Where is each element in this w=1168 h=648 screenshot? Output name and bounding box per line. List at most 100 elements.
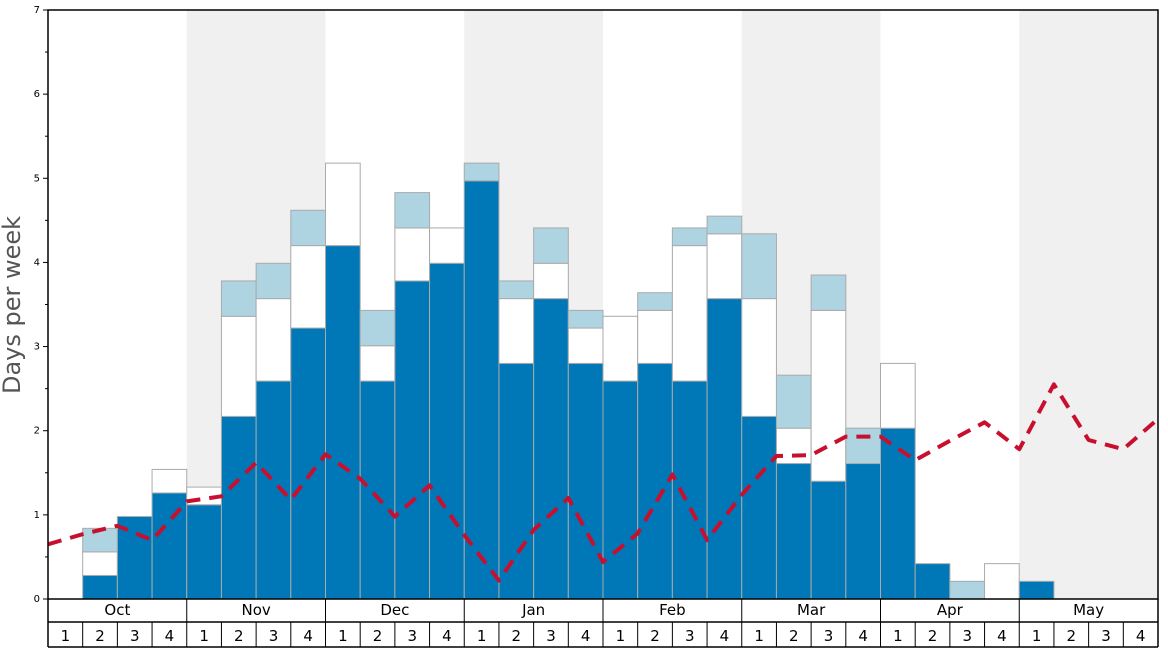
week-label: 1 [893, 627, 903, 645]
week-label: 2 [650, 627, 660, 645]
bar-week18-seg3 [637, 292, 673, 311]
bar-week27-seg3 [949, 580, 986, 600]
bar-week24-seg3 [845, 427, 881, 465]
bar-week8-seg1 [290, 327, 326, 600]
bar-week10-seg2 [359, 345, 396, 382]
week-label: 4 [858, 627, 868, 645]
month-label-may: May [1073, 601, 1104, 619]
bar-week23-seg2 [810, 309, 847, 482]
bar-week13-seg1 [463, 180, 500, 600]
bar-week14-seg2 [498, 298, 535, 364]
week-label: 4 [581, 627, 591, 645]
bar-week22-seg2 [775, 427, 812, 465]
bar-week15-seg2 [533, 262, 569, 300]
y-tick-label: 0 [34, 594, 40, 605]
week-label: 1 [61, 627, 71, 645]
bar-week5-seg1 [186, 504, 222, 600]
month-label-feb: Feb [659, 601, 686, 619]
bar-week18-seg1 [637, 362, 673, 600]
bar-week10-seg3 [359, 309, 396, 347]
bar-week8-seg2 [290, 245, 326, 329]
y-tick-label: 5 [34, 173, 40, 184]
bar-week6-seg1 [220, 415, 257, 600]
bar-week23-seg1 [810, 480, 847, 600]
y-tick-label: 2 [34, 426, 40, 437]
bar-week23-seg3 [810, 274, 847, 311]
y-axis: 0 1 2 3 4 5 6 7 [34, 5, 48, 605]
bar-week12-seg1 [429, 262, 465, 600]
bar-week14-seg3 [498, 280, 535, 300]
bar-week9-seg2 [325, 162, 361, 247]
bar-week2-seg2 [82, 551, 118, 576]
week-label: 1 [477, 627, 487, 645]
bar-week16-seg3 [567, 309, 604, 329]
week-label: 3 [1101, 627, 1111, 645]
y-tick-label: 6 [34, 89, 40, 100]
y-tick-label: 3 [34, 342, 40, 353]
week-label: 4 [720, 627, 730, 645]
bar-week25-seg2 [880, 362, 916, 429]
bar-week11-seg2 [394, 227, 431, 282]
bar-week28-seg2 [984, 563, 1020, 600]
bar-week19-seg1 [671, 380, 708, 600]
bar-week4-seg2 [151, 468, 188, 494]
week-label: 1 [338, 627, 348, 645]
week-label: 3 [962, 627, 972, 645]
y-axis-label: Days per week [0, 216, 26, 394]
week-label: 4 [997, 627, 1007, 645]
month-label-oct: Oct [104, 601, 130, 619]
bar-week4-seg1 [151, 492, 188, 600]
week-label: 2 [95, 627, 105, 645]
bar-week20-seg1 [706, 298, 743, 600]
week-label: 2 [928, 627, 938, 645]
bar-week7-seg1 [255, 380, 292, 600]
bar-week20-seg2 [706, 233, 743, 300]
week-label: 4 [1136, 627, 1146, 645]
bar-week19-seg2 [671, 245, 708, 382]
month-label-dec: Dec [380, 601, 409, 619]
month-label-apr: Apr [937, 601, 964, 619]
y-tick-label: 4 [34, 257, 40, 268]
bars [82, 162, 1055, 600]
week-label: 2 [373, 627, 383, 645]
bar-week17-seg1 [602, 380, 639, 600]
bar-week18-seg2 [637, 309, 673, 364]
y-tick-label: 7 [34, 5, 40, 16]
bar-week15-seg1 [533, 298, 569, 600]
week-label: 2 [234, 627, 244, 645]
bar-week16-seg2 [567, 327, 604, 364]
week-label: 1 [616, 627, 626, 645]
bar-week6-seg3 [220, 280, 257, 317]
bar-week16-seg1 [567, 362, 604, 600]
week-label: 4 [442, 627, 452, 645]
bar-week8-seg3 [290, 209, 326, 247]
week-label: 3 [407, 627, 417, 645]
bar-week14-seg1 [498, 362, 535, 600]
week-label: 4 [165, 627, 175, 645]
bar-week12-seg2 [429, 227, 465, 264]
bar-week11-seg3 [394, 192, 431, 229]
month-band-may [1019, 10, 1158, 599]
bar-week21-seg3 [741, 233, 777, 300]
trend-line-path [47, 382, 1160, 583]
bar-week19-seg3 [671, 227, 708, 247]
bar-week2-seg1 [82, 574, 118, 600]
bar-week20-seg3 [706, 215, 743, 235]
week-label: 3 [546, 627, 556, 645]
bar-week15-seg3 [533, 227, 569, 264]
bar-week22-seg3 [775, 374, 812, 429]
bar-week7-seg3 [255, 262, 292, 300]
bar-week17-seg2 [602, 315, 639, 382]
bar-week25-seg1 [880, 427, 916, 600]
bar-week29-seg1 [1018, 580, 1055, 600]
x-axis: Oct Nov Dec Jan Feb Mar Apr May 1 2 3 4 1 2 3 4 1 2 3 4 1 2 3 4… [47, 599, 1159, 648]
week-label: 3 [685, 627, 695, 645]
week-label: 1 [754, 627, 764, 645]
bar-week13-seg3 [463, 162, 500, 182]
bar-week6-seg2 [220, 315, 257, 417]
week-label: 4 [303, 627, 313, 645]
bar-week10-seg1 [359, 380, 396, 600]
week-label: 2 [789, 627, 799, 645]
month-label-nov: Nov [241, 601, 270, 619]
